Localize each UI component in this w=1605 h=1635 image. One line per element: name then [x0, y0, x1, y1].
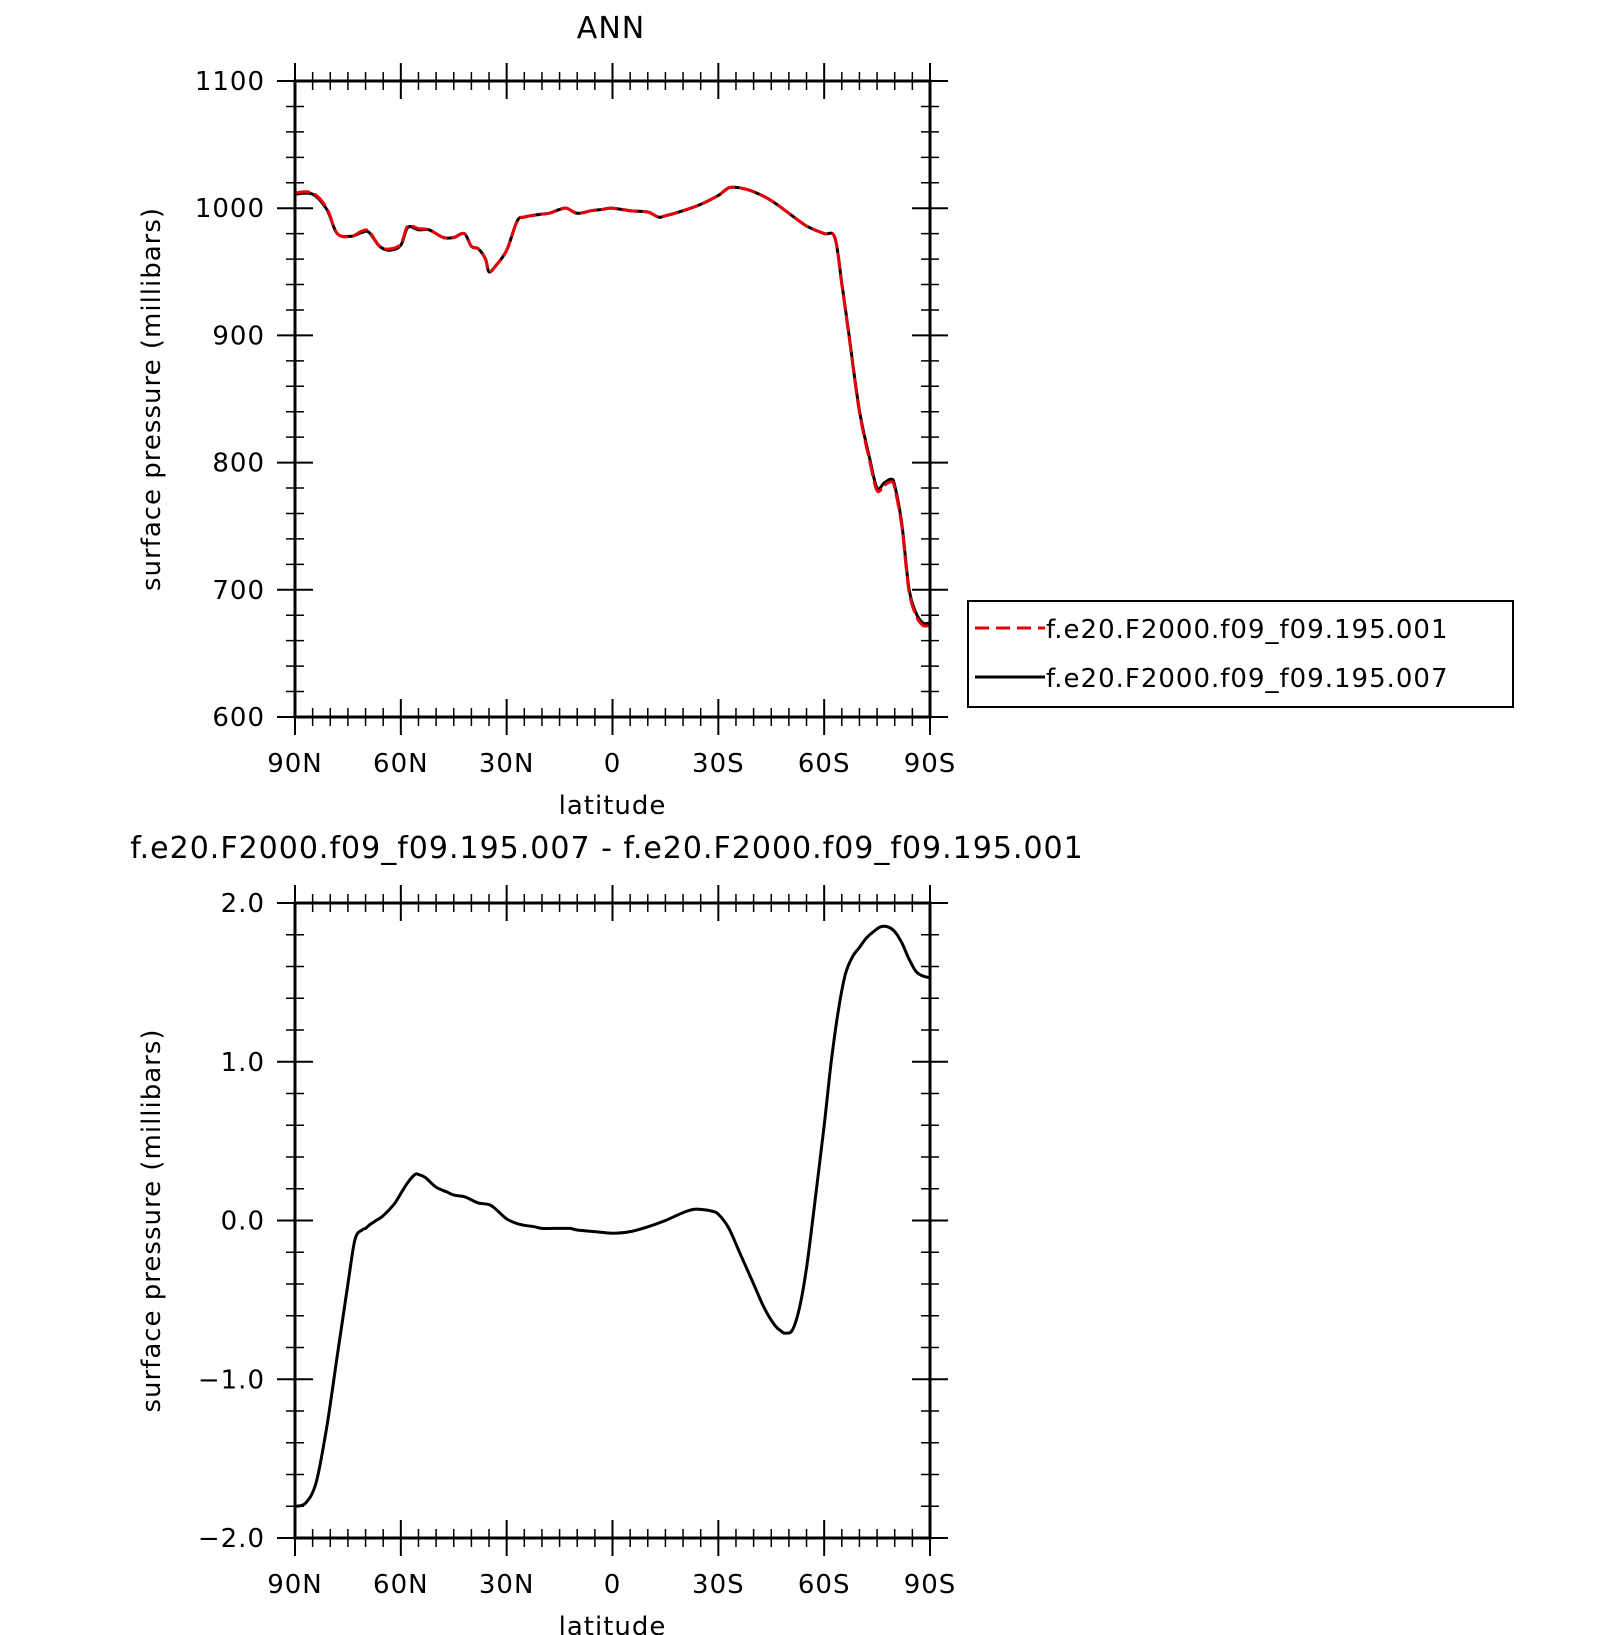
x-tick-label: 30N [479, 749, 535, 779]
x-axis-ticks [294, 63, 931, 735]
panel-top: ANN 1100 1000 900 800 700 600 90N 60N 30N 0 30S 60… [137, 11, 957, 821]
y-tick-label: 1.0 [221, 1048, 265, 1078]
y-tick-label: 600 [212, 703, 265, 733]
y-axis-ticks [277, 80, 948, 718]
x-tick-label: 90S [904, 749, 957, 779]
plot-lines [293, 924, 932, 1508]
y-tick-label: 1100 [195, 67, 265, 97]
x-axis-label: latitude [559, 1612, 667, 1635]
y-tick-label: 900 [212, 321, 265, 351]
y-tick-label: −2.0 [198, 1524, 265, 1554]
x-tick-label: 90N [267, 749, 323, 779]
series-line-2 [293, 185, 932, 626]
y-tick-label: 0.0 [221, 1207, 265, 1237]
difference-chart-title: f.e20.F2000.f09_f09.195.007 - f.e20.F200… [130, 831, 1083, 866]
x-tick-label: 30N [479, 1570, 535, 1600]
legend-label-series-2: f.e20.F2000.f09_f09.195.007 [1046, 664, 1449, 694]
plot-lines [293, 185, 932, 628]
y-tick-label: −1.0 [198, 1365, 265, 1395]
x-tick-labels: 90N 60N 30N 0 30S 60S 90S [267, 749, 957, 779]
x-tick-label: 60N [373, 749, 429, 779]
plot-frame [293, 79, 932, 719]
y-tick-label: 1000 [195, 194, 265, 224]
y-tick-labels: 1100 1000 900 800 700 600 [195, 67, 265, 733]
panel-bottom: f.e20.F2000.f09_f09.195.007 - f.e20.F200… [130, 831, 1083, 1635]
legend: f.e20.F2000.f09_f09.195.001 f.e20.F2000.… [967, 600, 1514, 708]
y-axis-label: surface pressure (millibars) [137, 207, 167, 591]
x-tick-label: 60S [798, 749, 851, 779]
legend-box [967, 600, 1514, 708]
y-tick-label: 700 [212, 576, 265, 606]
x-tick-label: 30S [692, 1570, 745, 1600]
x-tick-label: 0 [604, 749, 622, 779]
x-tick-labels: 90N 60N 30N 0 30S 60S 90S [267, 1570, 957, 1600]
x-tick-label: 30S [692, 749, 745, 779]
y-tick-label: 800 [212, 449, 265, 479]
y-tick-label: 2.0 [221, 889, 265, 919]
x-tick-label: 60N [373, 1570, 429, 1600]
x-tick-label: 90S [904, 1570, 957, 1600]
x-tick-label: 60S [798, 1570, 851, 1600]
y-tick-labels: 2.0 1.0 0.0 −1.0 −2.0 [198, 889, 265, 1554]
series-line-1 [293, 924, 932, 1508]
x-axis-label: latitude [559, 791, 667, 821]
x-tick-label: 90N [267, 1570, 323, 1600]
x-axis-ticks [294, 885, 931, 1556]
legend-label-series-1: f.e20.F2000.f09_f09.195.001 [1046, 615, 1449, 645]
x-tick-label: 0 [604, 1570, 622, 1600]
chart-title: ANN [577, 11, 645, 46]
series-line-1 [293, 185, 932, 628]
y-axis-label: surface pressure (millibars) [137, 1028, 167, 1412]
plot-frame [293, 901, 932, 1540]
